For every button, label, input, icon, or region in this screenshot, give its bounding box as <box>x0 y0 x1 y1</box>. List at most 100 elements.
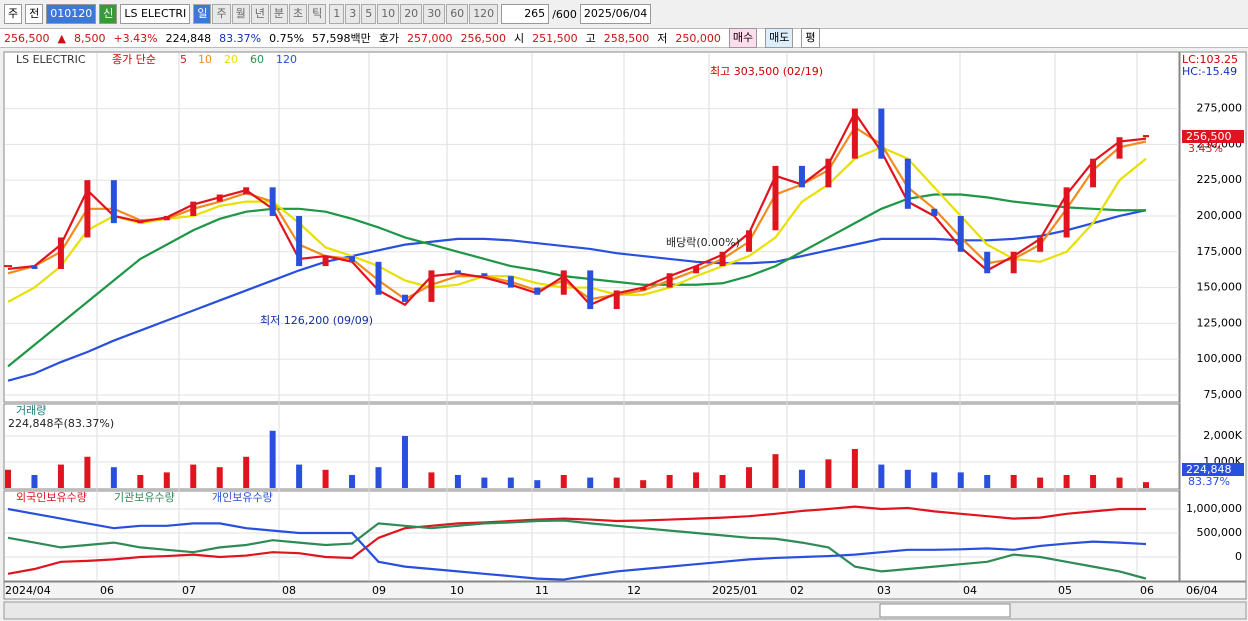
x-tick-label: 12 <box>627 584 641 597</box>
candle <box>190 201 197 216</box>
volume-bar <box>1063 474 1070 488</box>
count-preset[interactable]: 3 <box>345 4 361 24</box>
volume-bar <box>507 477 514 488</box>
y-tick-label: 100,000 <box>1197 352 1243 365</box>
interval[interactable]: 일 <box>193 4 212 24</box>
candle <box>719 251 726 267</box>
open: 251,500 <box>532 31 578 45</box>
candle <box>640 287 647 291</box>
legend-entry: 개인보유수량 <box>212 491 273 504</box>
amount: 57,598백만 <box>312 32 371 45</box>
candle <box>1143 135 1149 138</box>
volume-bar <box>243 456 250 488</box>
volume-bar <box>666 474 673 488</box>
volume-bar <box>613 477 620 488</box>
volume-bar <box>904 469 911 488</box>
interval[interactable]: 월 <box>231 4 250 24</box>
candle <box>401 294 408 302</box>
dividend-annotation: 배당락(0.00%) <box>666 236 740 249</box>
y-tick-label: 500,000 <box>1197 526 1243 539</box>
candle <box>931 208 938 216</box>
sell-button[interactable]: 매도 <box>765 28 794 48</box>
count-preset[interactable]: 30 <box>423 4 446 24</box>
series-line <box>7 519 1147 580</box>
code[interactable]: 010120 <box>46 4 97 24</box>
high-annotation: 최고 303,500 (02/19) <box>710 65 823 78</box>
scroll-thumb[interactable] <box>879 603 1011 618</box>
candle <box>163 215 170 221</box>
last-price: 256,500 <box>1186 130 1232 143</box>
volume-bar <box>560 474 567 488</box>
interval[interactable]: 주 <box>212 4 231 24</box>
candle <box>613 290 620 310</box>
interval[interactable]: 년 <box>250 4 269 24</box>
y-tick-label: 225,000 <box>1197 173 1243 186</box>
low-label: 저 <box>657 32 668 45</box>
legend-entry: 60 <box>250 53 264 66</box>
volume-bar <box>931 472 938 488</box>
volume-bar <box>825 459 832 488</box>
count-preset[interactable]: 1 <box>329 4 345 24</box>
x-tick-label: 2024/04 <box>5 584 51 597</box>
volume-bar <box>1090 474 1097 488</box>
count-preset[interactable]: 120 <box>469 4 499 24</box>
buy-button[interactable]: 매수 <box>728 28 758 48</box>
turnover: 0.75% <box>269 31 305 45</box>
y-tick-label: 175,000 <box>1197 245 1243 258</box>
candle <box>322 256 329 267</box>
count-preset[interactable]: 60 <box>446 4 469 24</box>
price: 256,500 <box>4 31 50 45</box>
volume-bar <box>454 474 461 488</box>
x-tick-label: 04 <box>963 584 977 597</box>
y-tick-label: 200,000 <box>1197 209 1243 222</box>
x-tick-label: 05 <box>1058 584 1072 597</box>
count-preset[interactable]: 20 <box>400 4 423 24</box>
last-volume-rate: 83.37% <box>1188 475 1230 488</box>
chart: 2024/04 06 07 08 09 10 11 12 2025/01 02 03 04 05 06 06… <box>3 51 1247 620</box>
volume-bar <box>798 469 805 488</box>
interval[interactable]: 초 <box>288 4 308 24</box>
candle <box>746 230 753 252</box>
candle <box>666 273 673 288</box>
volume-bar <box>137 474 144 488</box>
series-line <box>7 146 1147 303</box>
volume-bar <box>957 472 964 488</box>
date[interactable]: 2025/06/04 <box>579 4 652 24</box>
count-preset[interactable]: 5 <box>361 4 377 24</box>
new[interactable]: 신 <box>99 4 118 24</box>
prev[interactable]: 전 <box>25 4 44 24</box>
volume-bar <box>878 464 885 488</box>
low: 250,000 <box>675 31 721 45</box>
count[interactable]: 265 <box>501 4 550 24</box>
candle <box>481 273 488 277</box>
arrow: ▲ <box>57 31 66 45</box>
volume-bar <box>269 430 276 488</box>
candle <box>798 165 805 188</box>
scrollbar[interactable] <box>3 601 1247 620</box>
volume-bar <box>481 477 488 488</box>
x-tick-label: 02 <box>790 584 804 597</box>
x-tick-label: 2025/01 <box>712 584 758 597</box>
volume-bar <box>322 469 329 488</box>
interval[interactable]: 틱 <box>308 4 327 24</box>
candle <box>1116 137 1123 159</box>
period[interactable]: 주 <box>4 4 23 24</box>
legend-entry: 5 <box>180 53 187 66</box>
volume-bar <box>57 464 64 488</box>
stock-name[interactable]: LS ELECTRI <box>120 4 191 24</box>
volume-bar <box>984 474 991 488</box>
series-line <box>7 110 1147 307</box>
high-label: 고 <box>585 32 596 45</box>
count-preset[interactable]: 10 <box>377 4 400 24</box>
volume: 224,848 <box>165 31 212 45</box>
volume-bar <box>375 467 382 488</box>
price-pane <box>3 51 1180 403</box>
candle <box>243 187 250 195</box>
legend-entry: 120 <box>276 53 297 66</box>
candle <box>878 108 885 159</box>
avg-button[interactable]: 평 <box>801 28 820 48</box>
interval[interactable]: 분 <box>269 4 288 24</box>
